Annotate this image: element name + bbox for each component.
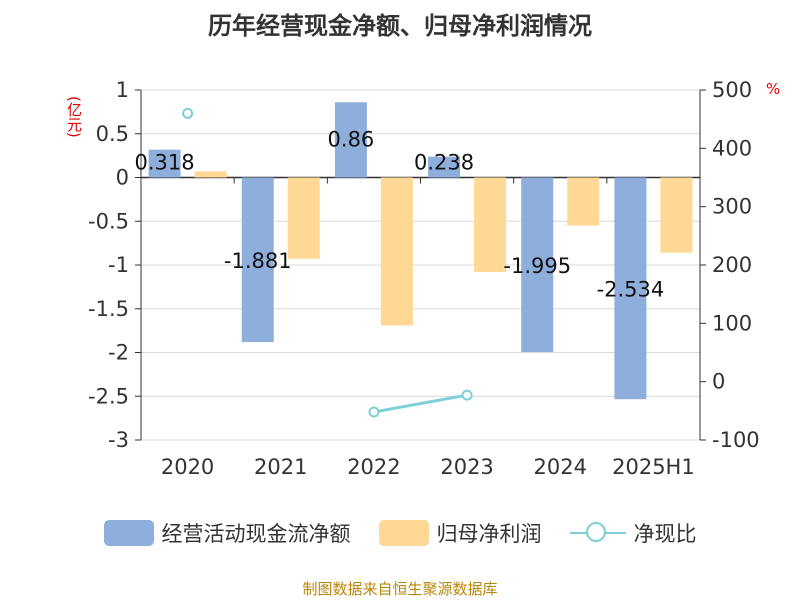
right-tick-label: 400 bbox=[712, 136, 752, 160]
bar-data-label: 0.318 bbox=[135, 151, 195, 175]
bar-data-label: -1.881 bbox=[224, 249, 292, 273]
bar-cashflow bbox=[521, 177, 554, 353]
right-axis-title: % bbox=[766, 80, 781, 98]
legend-swatch-cashflow bbox=[103, 520, 154, 546]
left-tick-label: 0 bbox=[116, 166, 129, 190]
legend-label-cashflow: 经营活动现金流净额 bbox=[161, 522, 351, 546]
ratio-point bbox=[461, 389, 473, 401]
bar-data-label: -2.534 bbox=[597, 277, 665, 301]
category-label: 2025H1 bbox=[612, 455, 695, 479]
right-tick-label: 100 bbox=[712, 311, 752, 335]
ratio-point bbox=[368, 406, 380, 418]
bar-data-label: 0.86 bbox=[328, 127, 375, 151]
bar-profit bbox=[287, 177, 320, 259]
bar-profit bbox=[194, 171, 227, 178]
legend-item-cashflow[interactable]: 经营活动现金流净额 bbox=[103, 518, 351, 548]
bar-profit bbox=[567, 177, 600, 226]
category-label: 2022 bbox=[347, 455, 400, 479]
ratio-line-segment bbox=[373, 393, 468, 414]
bar-data-label: -1.995 bbox=[503, 254, 571, 278]
right-tick-label: 200 bbox=[712, 253, 752, 277]
bar-profit bbox=[474, 177, 507, 272]
right-tick-label: 0 bbox=[712, 370, 725, 394]
legend-item-ratio[interactable]: 净现比 bbox=[569, 518, 697, 548]
category-label: 2020 bbox=[161, 455, 214, 479]
legend-swatch-profit bbox=[378, 520, 429, 546]
chart-title: 历年经营现金净额、归母净利润情况 bbox=[208, 12, 592, 40]
legend-label-profit: 归母净利润 bbox=[436, 522, 542, 546]
right-tick-label: 300 bbox=[712, 195, 752, 219]
legend-label-ratio: 净现比 bbox=[633, 522, 697, 546]
left-tick-label: -1 bbox=[108, 253, 129, 277]
left-tick-label: -2 bbox=[108, 341, 129, 365]
bar-profit bbox=[660, 177, 693, 253]
bar-cashflow bbox=[148, 149, 181, 178]
left-tick-label: -0.5 bbox=[88, 209, 129, 233]
left-tick-label: -2.5 bbox=[88, 384, 129, 408]
left-tick-label: -1.5 bbox=[88, 297, 129, 321]
left-axis-title: (亿元) bbox=[65, 96, 83, 138]
right-tick-label: -100 bbox=[712, 428, 760, 452]
bar-cashflow bbox=[428, 156, 461, 178]
ratio-point bbox=[182, 107, 194, 119]
bar-cashflow bbox=[241, 177, 274, 343]
right-tick-label: 500 bbox=[712, 78, 752, 102]
legend: 经营活动现金流净额 归母净利润 净现比 bbox=[0, 518, 800, 548]
left-tick-label: 0.5 bbox=[96, 122, 129, 146]
legend-swatch-ratio bbox=[569, 520, 626, 546]
left-tick-label: -3 bbox=[108, 428, 129, 452]
bar-data-label: 0.238 bbox=[414, 151, 474, 175]
category-label: 2023 bbox=[440, 455, 493, 479]
left-tick-label: 1 bbox=[116, 78, 129, 102]
data-source: 制图数据来自恒生聚源数据库 bbox=[302, 580, 498, 598]
bar-profit bbox=[380, 177, 413, 326]
category-label: 2024 bbox=[534, 455, 587, 479]
bar-cashflow bbox=[614, 177, 647, 400]
category-label: 2021 bbox=[254, 455, 307, 479]
bar-cashflow bbox=[334, 102, 367, 178]
legend-item-profit[interactable]: 归母净利润 bbox=[378, 518, 542, 548]
